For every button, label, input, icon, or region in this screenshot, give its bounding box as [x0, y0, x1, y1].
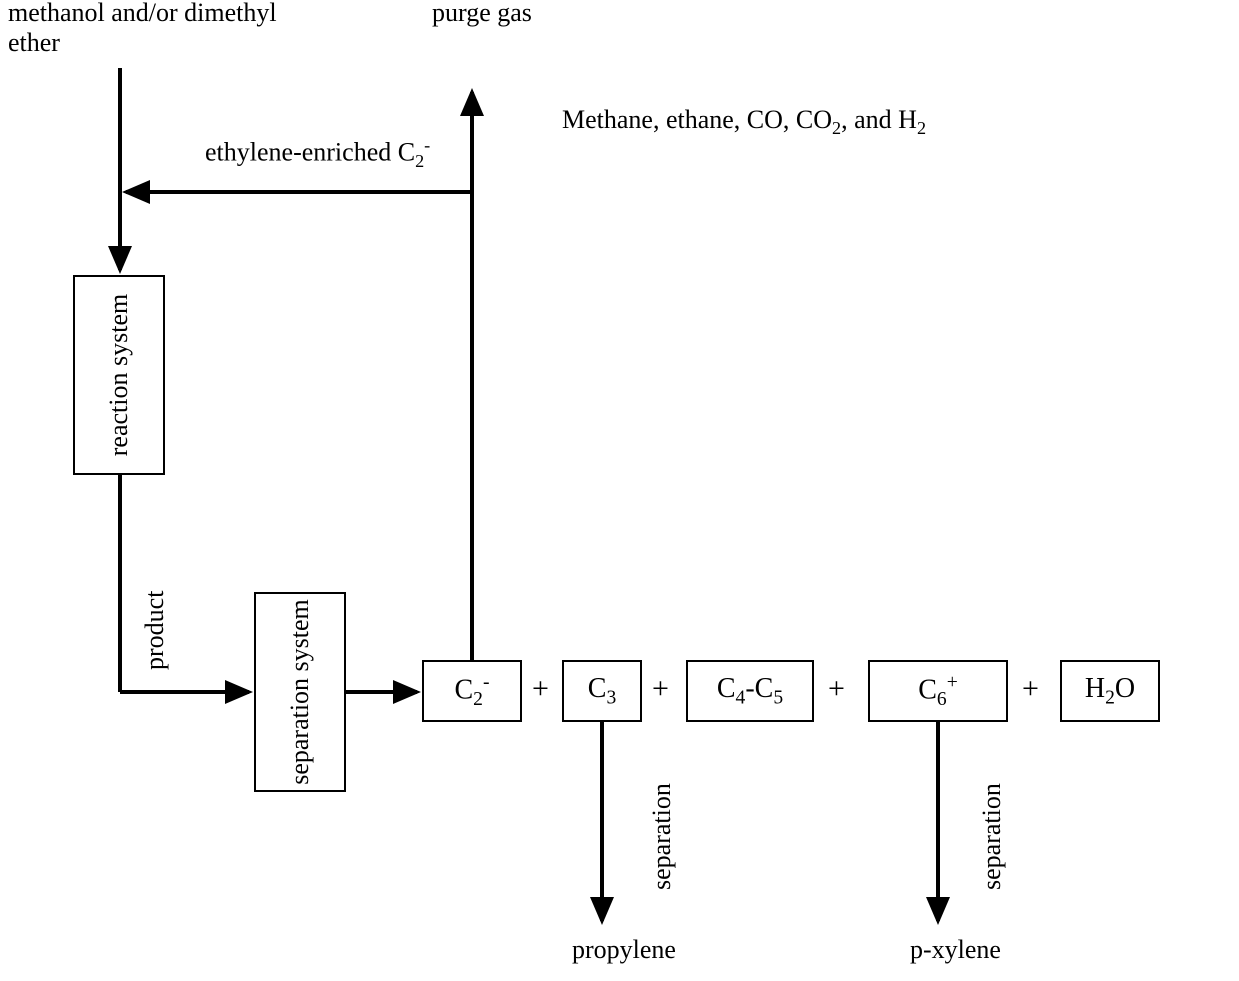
- label-gases-list: Methane, ethane, CO, CO2, and H2: [562, 105, 926, 139]
- flowchart-stage: methanol and/or dimethyl ether purge gas…: [0, 0, 1239, 981]
- label-recycle: ethylene-enriched C2-: [205, 135, 430, 172]
- plus-1: +: [532, 672, 549, 706]
- node-c4-c5: C4-C5: [686, 660, 814, 722]
- label-product: product: [140, 591, 170, 670]
- arrow-layer: [0, 0, 1239, 981]
- node-c2-minus: C2-: [422, 660, 522, 722]
- node-c4-c5-label: C4-C5: [717, 673, 783, 710]
- plus-3: +: [828, 672, 845, 706]
- node-c6-plus: C6+: [868, 660, 1008, 722]
- label-p-xylene: p-xylene: [910, 935, 1001, 965]
- plus-4: +: [1022, 672, 1039, 706]
- label-propylene: propylene: [572, 935, 676, 965]
- node-reaction-system-label: reaction system: [104, 294, 134, 456]
- node-c2-minus-label: C2-: [454, 672, 489, 711]
- label-separation-c3: separation: [647, 783, 677, 890]
- node-c3: C3: [562, 660, 642, 722]
- node-h2o: H2O: [1060, 660, 1160, 722]
- label-feed: methanol and/or dimethyl ether: [8, 0, 277, 58]
- node-separation-system: separation system: [254, 592, 346, 792]
- node-h2o-label: H2O: [1085, 673, 1135, 710]
- node-c6-plus-label: C6+: [918, 672, 958, 711]
- node-c3-label: C3: [588, 673, 616, 710]
- label-separation-c6: separation: [977, 783, 1007, 890]
- node-reaction-system: reaction system: [73, 275, 165, 475]
- node-separation-system-label: separation system: [285, 599, 315, 785]
- label-purge-gas: purge gas: [432, 0, 532, 28]
- plus-2: +: [652, 672, 669, 706]
